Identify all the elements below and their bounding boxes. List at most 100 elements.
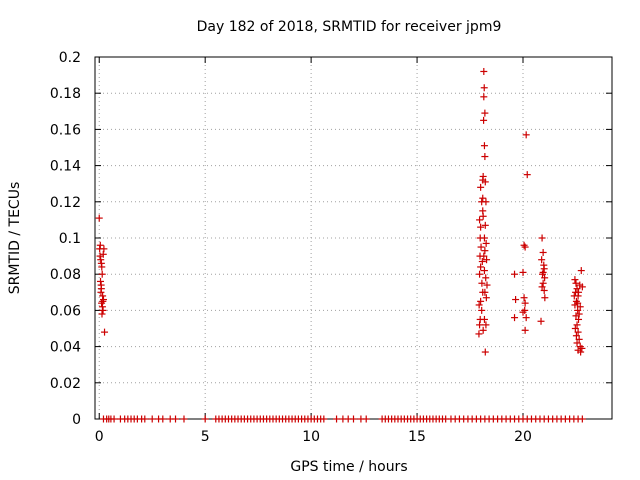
x-tick-label: 0 bbox=[95, 429, 104, 445]
data-point bbox=[520, 294, 528, 302]
data-point bbox=[578, 283, 586, 291]
data-point bbox=[480, 93, 488, 101]
data-point bbox=[482, 274, 490, 282]
y-tick-label: 0.08 bbox=[50, 267, 81, 283]
data-point bbox=[159, 415, 167, 423]
data-point bbox=[99, 250, 107, 258]
x-axis-label: GPS time / hours bbox=[290, 459, 407, 475]
data-point bbox=[573, 339, 581, 347]
data-point bbox=[520, 241, 528, 249]
data-point bbox=[521, 306, 529, 314]
data-point bbox=[571, 325, 579, 332]
data-point bbox=[521, 299, 529, 307]
data-point bbox=[141, 415, 149, 423]
data-point bbox=[481, 247, 489, 255]
data-point bbox=[481, 288, 489, 296]
data-point bbox=[539, 279, 547, 287]
data-point bbox=[480, 252, 488, 260]
data-point bbox=[523, 171, 531, 179]
data-point bbox=[577, 348, 585, 356]
y-tick-label: 0.02 bbox=[50, 376, 81, 392]
data-point bbox=[539, 248, 547, 256]
data-point bbox=[522, 314, 530, 322]
data-point bbox=[350, 415, 357, 423]
data-point bbox=[333, 415, 341, 423]
data-point bbox=[180, 415, 188, 423]
data-point bbox=[476, 216, 484, 224]
data-point bbox=[575, 315, 583, 323]
y-tick-label: 0.14 bbox=[50, 159, 81, 175]
data-point bbox=[479, 326, 487, 334]
data-point bbox=[477, 183, 485, 191]
data-point bbox=[477, 263, 485, 271]
data-point bbox=[575, 310, 583, 318]
data-point bbox=[477, 243, 485, 251]
data-point bbox=[482, 198, 490, 206]
data-point bbox=[478, 258, 486, 266]
x-tick-label: 10 bbox=[302, 429, 320, 445]
data-point bbox=[541, 294, 549, 302]
data-point bbox=[578, 415, 586, 423]
data-point bbox=[480, 84, 488, 92]
data-point bbox=[519, 308, 527, 316]
data-point bbox=[478, 279, 486, 287]
data-point bbox=[519, 268, 527, 276]
data-point bbox=[573, 321, 581, 329]
data-point bbox=[95, 214, 103, 222]
plot-frame bbox=[94, 56, 613, 420]
data-point bbox=[482, 239, 490, 247]
grid bbox=[95, 57, 612, 419]
data-point bbox=[573, 285, 581, 293]
data-point bbox=[476, 321, 484, 329]
y-tick-label: 0.12 bbox=[50, 195, 81, 211]
data-point bbox=[537, 317, 545, 325]
data-point bbox=[574, 328, 582, 336]
data-point bbox=[576, 303, 584, 311]
data-point bbox=[481, 153, 489, 161]
data-point bbox=[521, 326, 529, 334]
data-point bbox=[101, 328, 109, 336]
data-point bbox=[479, 176, 487, 184]
data-point bbox=[540, 286, 548, 294]
data-point bbox=[480, 116, 488, 124]
y-tick-label: 0.06 bbox=[50, 303, 81, 319]
data-point bbox=[480, 267, 488, 275]
data-point bbox=[538, 283, 546, 291]
data-point bbox=[571, 276, 579, 284]
x-tick-label: 20 bbox=[514, 429, 532, 445]
data-point bbox=[97, 281, 105, 289]
data-point bbox=[99, 306, 107, 314]
y-tick-label: 0.1 bbox=[59, 231, 81, 247]
data-point bbox=[475, 330, 483, 338]
y-tick-label: 0.2 bbox=[59, 50, 81, 66]
data-point bbox=[482, 294, 490, 302]
data-point bbox=[320, 415, 328, 423]
data-point bbox=[575, 288, 583, 296]
data-point bbox=[96, 241, 104, 249]
data-point bbox=[572, 279, 580, 287]
data-point bbox=[539, 268, 547, 276]
data-point bbox=[540, 261, 548, 269]
data-point bbox=[98, 310, 106, 318]
data-point bbox=[481, 348, 489, 356]
data-point bbox=[481, 221, 489, 229]
data-point bbox=[476, 270, 484, 278]
data-point bbox=[482, 321, 490, 329]
data-point bbox=[541, 274, 549, 282]
axis-ticks: 0 0.02 0.04 0.06 0.08 0.1 0.12 0.14 0.16 0.18 0.2 0… bbox=[50, 50, 612, 445]
data-point bbox=[97, 288, 105, 296]
data-point bbox=[100, 245, 108, 253]
data-point bbox=[480, 234, 488, 242]
data-point bbox=[201, 415, 209, 423]
data-point bbox=[98, 270, 106, 278]
data-point bbox=[483, 256, 491, 264]
data-point bbox=[538, 234, 546, 242]
data-point bbox=[480, 315, 488, 323]
data-point bbox=[575, 335, 583, 343]
x-tick-label: 5 bbox=[201, 429, 210, 445]
data-point bbox=[98, 263, 106, 271]
y-tick-label: 0 bbox=[72, 412, 81, 428]
data-point bbox=[99, 297, 107, 305]
data-point bbox=[96, 252, 104, 260]
